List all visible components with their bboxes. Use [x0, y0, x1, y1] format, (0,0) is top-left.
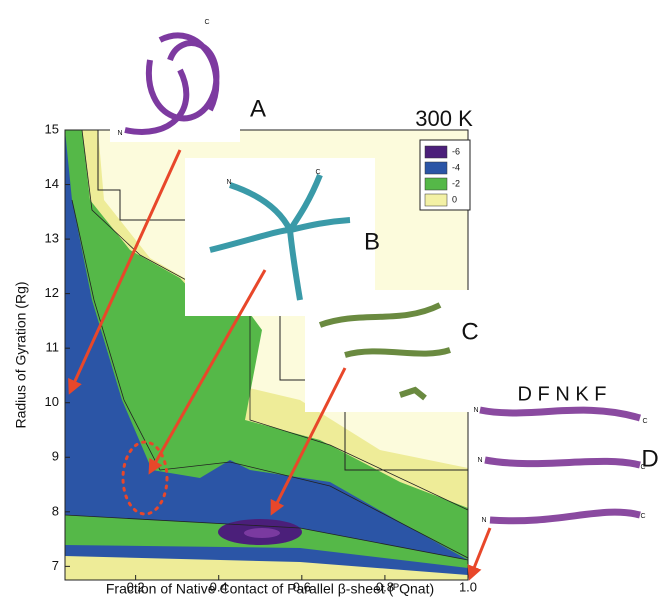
- y-tick-label: 14: [45, 176, 59, 191]
- inset-terminal: N: [473, 407, 478, 414]
- inset-terminal: C: [640, 513, 645, 520]
- colorbar-label: -6: [452, 146, 460, 156]
- sequence-label: D F N K F: [518, 383, 607, 405]
- colorbar-label: 0: [452, 194, 457, 204]
- arrows: [68, 149, 492, 581]
- colorbar-swatch: [424, 193, 448, 207]
- highlight-ring: [121, 440, 169, 516]
- y-tick-label: 15: [45, 121, 59, 136]
- insets: [110, 8, 655, 545]
- inset-terminal: C: [640, 464, 645, 471]
- y-tick-label: 12: [45, 285, 59, 300]
- x-tick-label: 1.0: [459, 579, 477, 594]
- inset-letter: A: [250, 95, 266, 122]
- inset-letter: D: [641, 445, 658, 472]
- x-tick-label: 0.2: [127, 579, 145, 594]
- inset-terminal: C: [315, 169, 320, 176]
- colorbar-swatch: [424, 145, 448, 159]
- y-tick-label: 13: [45, 231, 59, 246]
- x-tick-label: 0.8: [376, 579, 394, 594]
- chart-title: 300 K: [415, 106, 473, 131]
- colorbar-label: -2: [452, 178, 460, 188]
- y-tick-label: 9: [52, 449, 59, 464]
- colorbar-swatch: [424, 161, 448, 175]
- inset-terminal: N: [117, 130, 122, 137]
- inset-letter: B: [364, 228, 380, 255]
- y-tick-label: 7: [52, 558, 59, 573]
- y-axis-label: Radius of Gyration (Rg): [13, 281, 29, 428]
- inset-terminal: C: [204, 19, 209, 26]
- y-tick-label: 10: [45, 394, 59, 409]
- colorbar-label: -4: [452, 162, 460, 172]
- x-tick-label: 0.4: [210, 579, 228, 594]
- y-tick-label: 8: [52, 503, 59, 518]
- x-tick-label: 0.6: [293, 579, 311, 594]
- x-axis-label: Fraction of Native Contact of Parallel β…: [106, 581, 434, 597]
- inset-letter: C: [461, 318, 478, 345]
- colorbar-swatch: [424, 177, 448, 191]
- inset-terminal: N: [481, 517, 486, 524]
- inset-terminal: C: [642, 418, 647, 425]
- inset-terminal: N: [477, 457, 482, 464]
- y-tick-label: 11: [46, 340, 60, 355]
- inset-terminal: N: [226, 179, 231, 186]
